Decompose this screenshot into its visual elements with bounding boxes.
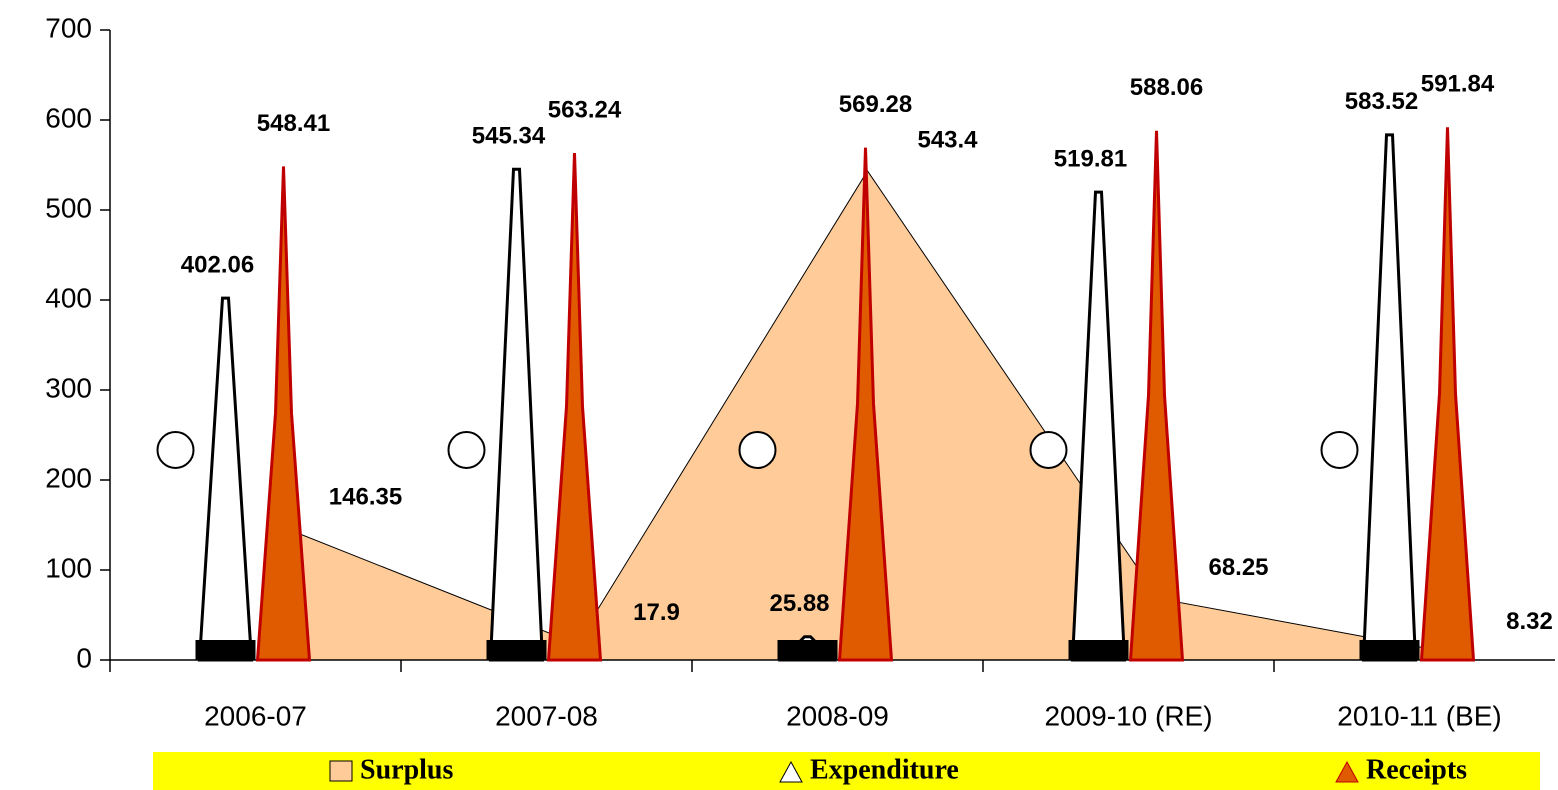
receipts-tower — [837, 147, 894, 662]
y-tick-label: 300 — [45, 372, 92, 403]
expenditure-pylon — [1361, 133, 1418, 662]
x-tick-label: 2008-09 — [786, 700, 889, 731]
pylon-base — [1068, 640, 1129, 660]
pylon-base — [1359, 640, 1420, 660]
y-tick-label: 0 — [76, 642, 92, 673]
legend-label: Receipts — [1366, 754, 1467, 785]
y-tick-label: 200 — [45, 462, 92, 493]
receipts-label: 563.24 — [548, 96, 622, 123]
bulb — [447, 431, 486, 469]
expenditure-label: 25.88 — [769, 590, 829, 617]
receipts-tower — [1419, 127, 1476, 662]
expenditure-label: 583.52 — [1345, 88, 1418, 115]
y-tick-label: 400 — [45, 282, 92, 313]
y-tick-label: 100 — [45, 552, 92, 583]
receipts-tower — [1128, 130, 1185, 662]
y-tick-label: 500 — [45, 192, 92, 223]
expenditure-label: 545.34 — [472, 123, 546, 150]
receipts-label: 569.28 — [839, 91, 912, 118]
bulb — [156, 431, 195, 469]
bulb — [1029, 431, 1068, 469]
legend-background — [153, 752, 1540, 790]
surplus-label: 146.35 — [329, 484, 402, 511]
expenditure-label: 519.81 — [1054, 146, 1127, 173]
receipts-label: 548.41 — [257, 110, 330, 137]
legend-label: Expenditure — [810, 754, 959, 785]
legend-label: Surplus — [360, 754, 453, 785]
legend-swatch — [1335, 760, 1359, 783]
expenditure-pylon — [197, 296, 254, 662]
expenditure-label: 402.06 — [181, 251, 254, 278]
surplus-label: 8.32 — [1506, 608, 1553, 635]
receipts-tower — [255, 166, 312, 662]
bulb — [738, 431, 777, 469]
expenditure-pylon — [1070, 190, 1127, 662]
legend-swatch — [779, 760, 803, 783]
x-tick-label: 2007-08 — [495, 700, 598, 731]
pylon-base — [486, 640, 547, 660]
x-tick-label: 2006-07 — [204, 700, 307, 731]
legend-swatch — [329, 760, 353, 782]
y-tick-label: 600 — [45, 102, 92, 133]
surplus-label: 68.25 — [1208, 554, 1268, 581]
x-tick-label: 2009-10 (RE) — [1044, 700, 1212, 731]
expenditure-pylon — [488, 167, 545, 662]
receipts-tower — [546, 153, 603, 662]
surplus-label: 543.4 — [917, 126, 978, 153]
y-tick-label: 700 — [45, 12, 92, 43]
pylon-base — [195, 640, 256, 660]
surplus-label: 17.9 — [633, 599, 680, 626]
receipts-label: 588.06 — [1130, 74, 1203, 101]
bulb — [1320, 431, 1359, 469]
receipts-label: 591.84 — [1421, 71, 1495, 98]
x-tick-label: 2010-11 (BE) — [1337, 700, 1501, 731]
pylon-base — [777, 640, 838, 660]
